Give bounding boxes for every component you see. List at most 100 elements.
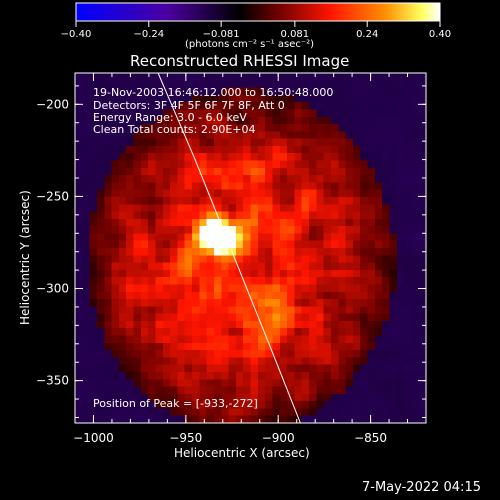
heatmap-cell xyxy=(382,269,391,278)
heatmap-cell xyxy=(257,364,266,373)
heatmap-cell xyxy=(345,145,354,154)
heatmap-cell xyxy=(287,240,295,249)
heatmap-cell xyxy=(243,255,252,264)
heatmap-cell xyxy=(338,350,347,358)
heatmap-cell xyxy=(316,408,325,417)
heatmap-cell xyxy=(104,284,113,293)
heatmap-cell xyxy=(82,342,91,351)
heatmap-cell xyxy=(294,124,303,132)
heatmap-cell xyxy=(228,350,237,358)
heatmap-cell xyxy=(323,233,332,242)
heatmap-cell xyxy=(301,87,310,96)
heatmap-cell xyxy=(374,189,383,198)
heatmap-cell xyxy=(126,299,135,307)
heatmap-cell xyxy=(243,240,252,249)
footer-timestamp: 7-May-2022 04:15 xyxy=(362,480,481,495)
heatmap-cell xyxy=(192,379,200,388)
heatmap-cell xyxy=(184,371,193,380)
heatmap-cell xyxy=(228,371,237,380)
heatmap-cell xyxy=(82,371,91,380)
heatmap-cell xyxy=(184,364,193,373)
heatmap-cell xyxy=(133,73,142,81)
heatmap-cell xyxy=(235,401,244,410)
heatmap-cell xyxy=(374,277,383,286)
heatmap-cell xyxy=(404,269,412,278)
heatmap-cell xyxy=(330,182,339,191)
heatmap-cell xyxy=(118,328,127,337)
heatmap-cell xyxy=(184,80,193,89)
heatmap-cell xyxy=(111,204,120,213)
heatmap-cell xyxy=(243,386,252,395)
heatmap-cell xyxy=(104,255,113,264)
heatmap-cell xyxy=(170,248,178,256)
heatmap-cell xyxy=(360,116,369,125)
heatmap-cell xyxy=(170,226,178,235)
heatmap-cell xyxy=(140,73,149,81)
heatmap-cell xyxy=(411,284,420,293)
heatmap-cell xyxy=(279,357,288,366)
heatmap-cell xyxy=(389,386,398,395)
heatmap-cell xyxy=(221,204,230,213)
heatmap-cell xyxy=(228,204,237,213)
heatmap-cell xyxy=(170,102,178,111)
heatmap-cell xyxy=(257,218,266,227)
heatmap-cell xyxy=(323,240,332,249)
heatmap-cell xyxy=(148,386,157,395)
heatmap-cell xyxy=(265,277,274,286)
heatmap-cell xyxy=(82,94,91,103)
heatmap-cell xyxy=(75,277,83,286)
heatmap-cell xyxy=(396,255,405,264)
heatmap-cell xyxy=(279,328,288,337)
heatmap-cell xyxy=(294,342,303,351)
heatmap-cell xyxy=(148,357,157,366)
heatmap-cell xyxy=(257,145,266,154)
heatmap-cell xyxy=(257,80,266,89)
heatmap-cell xyxy=(338,291,347,300)
heatmap-cell xyxy=(89,357,98,366)
heatmap-cell xyxy=(221,145,230,154)
heatmap-cell xyxy=(316,196,325,205)
heatmap-cell xyxy=(389,371,398,380)
heatmap-cell xyxy=(345,335,354,344)
heatmap-cell xyxy=(199,182,208,191)
heatmap-cell xyxy=(352,379,361,388)
heatmap-cell xyxy=(382,350,391,358)
heatmap-cell xyxy=(360,175,369,183)
heatmap-cell xyxy=(213,124,222,132)
heatmap-cell xyxy=(170,350,178,358)
heatmap-cell xyxy=(272,401,281,410)
heatmap-cell xyxy=(162,116,171,125)
y-tick-label: −250 xyxy=(36,189,69,203)
heatmap-cell xyxy=(352,102,361,111)
heatmap-cell xyxy=(404,160,412,169)
heatmap-cell xyxy=(330,386,339,395)
heatmap-cell xyxy=(89,204,98,213)
heatmap-cell xyxy=(235,342,244,351)
heatmap-cell xyxy=(287,299,295,307)
heatmap-cell xyxy=(155,386,164,395)
heatmap-cell xyxy=(287,401,295,410)
heatmap-cell xyxy=(192,335,200,344)
heatmap-cell xyxy=(272,364,281,373)
heatmap-cell xyxy=(279,415,288,424)
heatmap-cell xyxy=(287,87,295,96)
heatmap-cell xyxy=(170,328,178,337)
heatmap-cell xyxy=(330,160,339,169)
heatmap-cell xyxy=(301,284,310,293)
heatmap-cell xyxy=(89,262,98,271)
heatmap-cell xyxy=(411,73,420,81)
heatmap-cell xyxy=(279,299,288,307)
heatmap-cell xyxy=(316,102,325,111)
heatmap-cell xyxy=(111,240,120,249)
heatmap-cell xyxy=(316,109,325,118)
heatmap-cell xyxy=(309,175,317,183)
heatmap-cell xyxy=(221,226,230,235)
heatmap-cell xyxy=(301,124,310,132)
heatmap-cell xyxy=(82,248,91,256)
heatmap-cell xyxy=(104,124,113,132)
heatmap-cell xyxy=(199,371,208,380)
heatmap-cell xyxy=(162,364,171,373)
heatmap-cell xyxy=(338,116,347,125)
heatmap-cell xyxy=(367,306,376,315)
heatmap-cell xyxy=(177,138,186,147)
